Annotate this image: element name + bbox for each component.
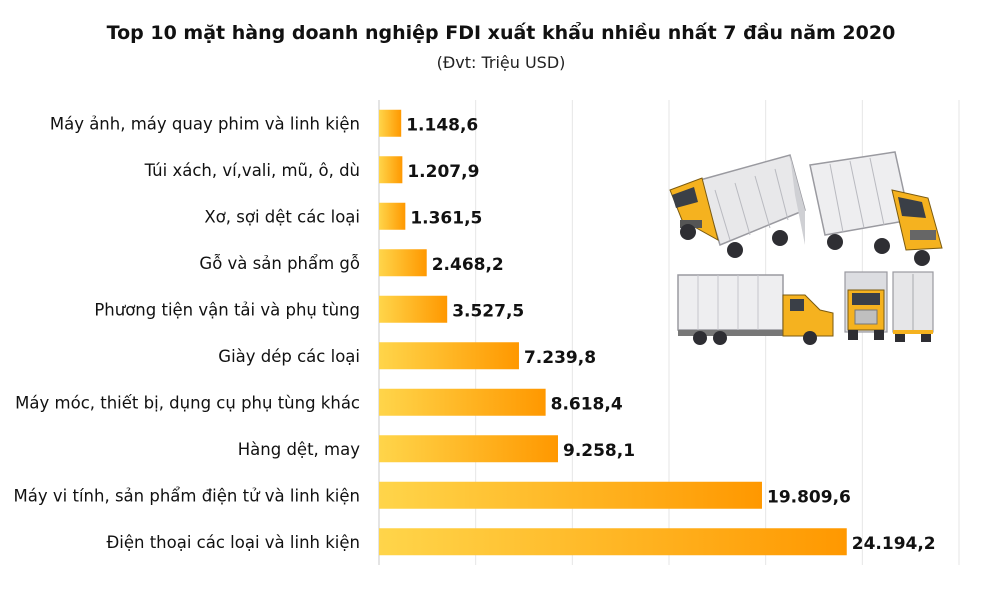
category-label: Giày dép các loại [218,347,360,366]
bar [379,481,762,509]
truck-icon [844,271,888,340]
value-label: 1.148,6 [406,115,478,135]
value-label: 24.194,2 [852,534,936,554]
truck-icon [677,274,834,345]
bar [379,295,448,323]
category-label: Gỗ và sản phẩm gỗ [199,254,360,273]
value-label: 19.809,6 [767,487,851,507]
category-label: Máy ảnh, máy quay phim và linh kiện [50,114,360,133]
category-label: Phương tiện vận tải và phụ tùng [94,300,360,319]
truck-icon [892,271,934,342]
category-label: Xơ, sợi dệt các loại [204,207,360,226]
bar [379,249,427,277]
value-label: 2.468,2 [432,255,504,275]
bar [379,528,847,556]
bar [379,109,402,137]
labels: Máy ảnh, máy quay phim và linh kiện 1.148… [14,114,936,554]
chart-title: Top 10 mặt hàng doanh nghiệp FDI xuất kh… [106,22,896,44]
value-label: 8.618,4 [551,394,623,414]
trucks-illustration-icon [669,151,943,345]
truck-icon [809,151,943,266]
chart-subtitle: (Đvt: Triệu USD) [436,53,566,72]
bars [379,109,847,556]
value-label: 7.239,8 [524,348,596,368]
bar [379,388,546,416]
value-label: 1.361,5 [410,208,482,228]
bar [379,202,406,230]
truck-icon [669,154,806,258]
category-label: Máy móc, thiết bị, dụng cụ phụ tùng khác [15,393,360,412]
bar [379,435,558,463]
value-label: 9.258,1 [563,441,635,461]
category-label: Hàng dệt, may [238,440,360,459]
category-label: Túi xách, ví,vali, mũ, ô, dù [144,161,360,180]
value-label: 1.207,9 [407,162,479,182]
category-label: Máy vi tính, sản phẩm điện tử và linh ki… [14,486,360,505]
bar [379,156,403,184]
value-label: 3.527,5 [452,301,524,321]
bar [379,342,519,370]
category-label: Điện thoại các loại và linh kiện [106,533,360,552]
